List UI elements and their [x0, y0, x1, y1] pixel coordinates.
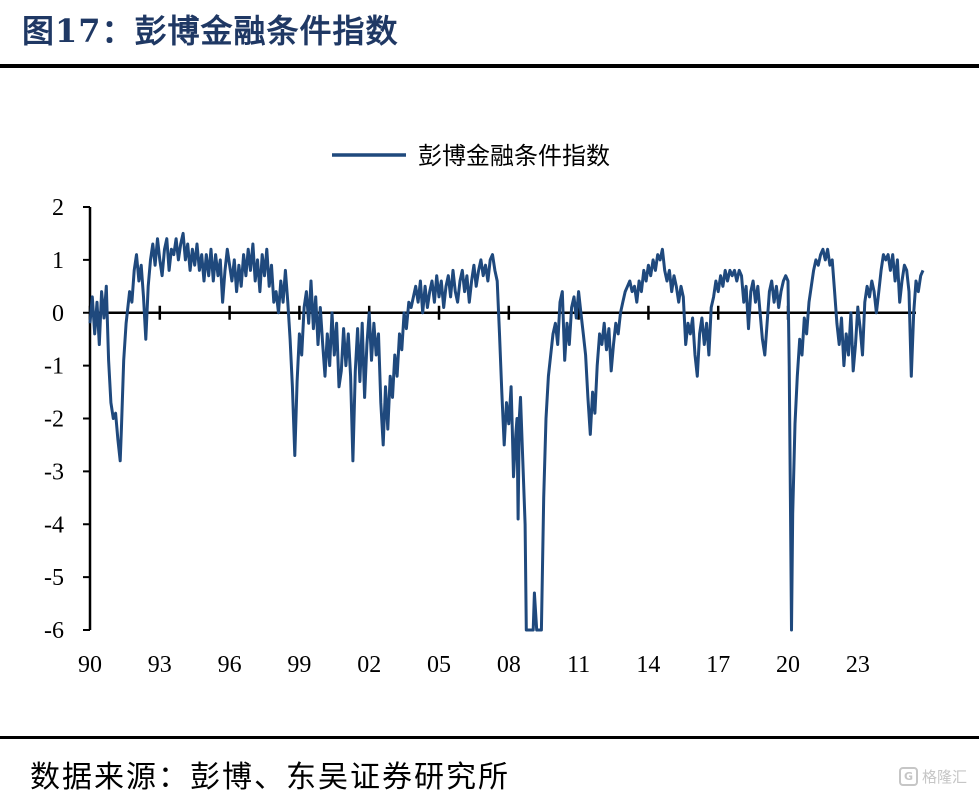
x-tick-label: 17 — [706, 652, 730, 678]
chart-axes — [83, 206, 916, 631]
y-tick-label: -4 — [44, 512, 64, 538]
watermark: G 格隆汇 — [898, 766, 967, 787]
watermark-text: 格隆汇 — [921, 768, 967, 786]
x-tick-label: 05 — [427, 652, 451, 678]
y-tick-label: -1 — [44, 354, 64, 380]
x-tick-label: 02 — [357, 652, 381, 678]
x-tick-label: 93 — [148, 652, 172, 678]
y-tick-label: -3 — [44, 459, 64, 485]
x-tick-label: 11 — [567, 652, 590, 678]
x-tick-label: 20 — [776, 652, 800, 678]
x-tick-label: 99 — [287, 652, 311, 678]
watermark-logo-icon: G — [898, 767, 918, 786]
figure-title: 图17：彭博金融条件指数 — [22, 12, 399, 50]
x-tick-label: 08 — [497, 652, 521, 678]
x-tick-label: 96 — [218, 652, 242, 678]
y-tick-label: 1 — [52, 248, 64, 274]
x-tick-label: 14 — [636, 652, 660, 678]
top-rule — [0, 64, 979, 68]
line-chart: 彭博金融条件指数 2 1 0 -1 -2 -3 -4 -5 -6 90 93 96 99 02 05 08 1… — [44, 142, 925, 678]
series-layer — [88, 231, 925, 632]
y-tick-label: -6 — [44, 618, 64, 644]
y-tick-labels: 2 1 0 -1 -2 -3 -4 -5 -6 — [44, 195, 64, 644]
legend-label: 彭博金融条件指数 — [418, 142, 610, 170]
chart-legend: 彭博金融条件指数 — [332, 142, 610, 170]
x-tick-label: 90 — [78, 652, 102, 678]
bottom-rule — [0, 736, 979, 739]
source-note: 数据来源：彭博、东吴证券研究所 — [30, 760, 510, 795]
y-tick-label: -5 — [44, 565, 64, 591]
series-line — [88, 231, 925, 632]
y-tick-label: 0 — [52, 301, 64, 327]
x-tick-label: 23 — [846, 652, 870, 678]
y-tick-label: -2 — [44, 407, 64, 433]
y-tick-label: 2 — [52, 195, 64, 221]
x-tick-labels: 90 93 96 99 02 05 08 11 14 17 20 23 — [78, 652, 870, 678]
